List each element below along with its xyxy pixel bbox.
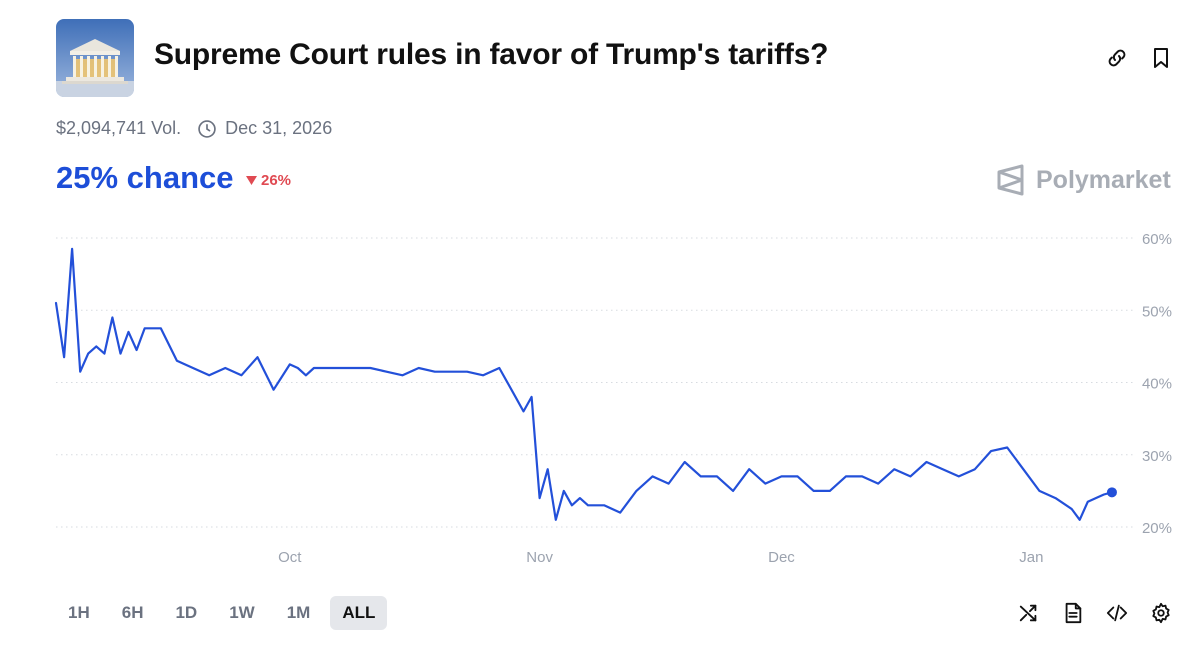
polymarket-logo-icon <box>997 164 1024 196</box>
link-icon[interactable] <box>1105 46 1129 70</box>
code-icon[interactable] <box>1106 602 1128 624</box>
polymarket-brand: Polymarket <box>996 164 1171 196</box>
y-tick-label: 30% <box>1142 448 1172 465</box>
range-tabs: 1H 6H 1D 1W 1M ALL <box>56 596 395 630</box>
range-tab-all[interactable]: ALL <box>330 596 388 630</box>
current-point <box>1106 487 1117 498</box>
chance-change-value: 26% <box>261 172 292 189</box>
y-tick-label: 40% <box>1142 376 1172 393</box>
x-tick-label: Oct <box>278 549 302 566</box>
range-tab-6h[interactable]: 6H <box>121 603 144 622</box>
end-date-text: Dec 31, 2026 <box>225 118 333 138</box>
range-tab-1d[interactable]: 1D <box>175 603 198 622</box>
y-tick-label: 50% <box>1142 303 1172 320</box>
bookmark-icon[interactable] <box>1149 46 1173 70</box>
series-line <box>54 247 1113 521</box>
document-icon[interactable] <box>1062 602 1084 624</box>
price-chart[interactable]: 60% 50% 40% 30% 20% Oct Nov Dec Jan <box>0 220 1200 580</box>
range-tab-1w[interactable]: 1W <box>229 603 255 622</box>
x-tick-label: Nov <box>526 549 553 566</box>
supreme-court-building-icon <box>56 19 134 97</box>
range-tab-1m[interactable]: 1M <box>286 603 311 622</box>
down-triangle-icon <box>246 176 257 185</box>
x-tick-label: Jan <box>1019 549 1043 566</box>
clock-icon <box>198 119 216 138</box>
shuffle-icon[interactable] <box>1018 602 1040 624</box>
chance-value: 25% chance <box>56 160 234 195</box>
y-tick-label: 20% <box>1142 520 1172 537</box>
x-tick-label: Dec <box>768 549 795 566</box>
y-tick-label: 60% <box>1142 231 1172 248</box>
chance-change: 26% <box>246 172 291 189</box>
brand-name: Polymarket <box>1036 165 1171 194</box>
market-title: Supreme Court rules in favor of Trump's … <box>154 38 829 71</box>
market-meta: $2,094,741 Vol. Dec 31, 2026 <box>56 118 332 139</box>
settings-icon[interactable] <box>1150 602 1172 624</box>
volume-text: $2,094,741 Vol. <box>56 118 182 138</box>
range-tab-1h[interactable]: 1H <box>68 603 90 622</box>
market-thumbnail <box>56 19 134 97</box>
